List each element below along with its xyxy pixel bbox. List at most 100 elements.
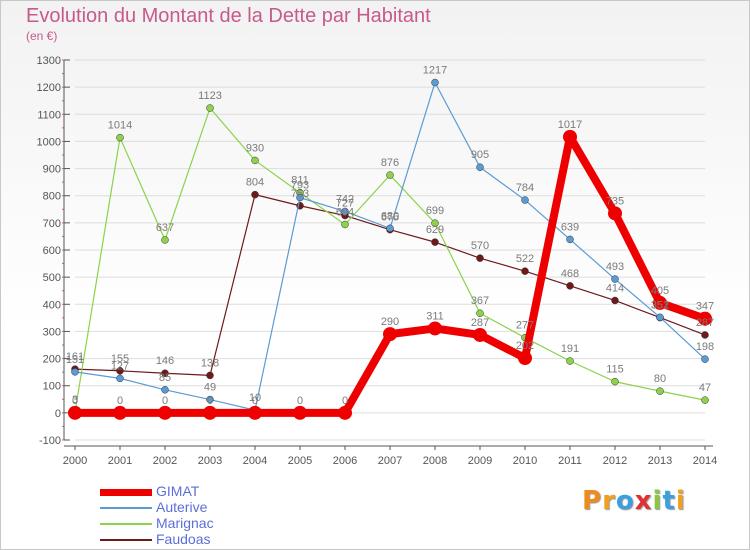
y-tick-label: 0 (55, 408, 61, 420)
data-label: 287 (471, 317, 489, 329)
y-tick-label: -100 (39, 435, 61, 447)
logo-letter: x (634, 486, 653, 516)
data-label: 680 (381, 210, 399, 222)
data-point (611, 377, 619, 386)
data-point (341, 220, 349, 229)
logo-letter: r (602, 486, 616, 516)
y-tick-label: 700 (43, 218, 61, 230)
data-label: 0 (297, 395, 303, 407)
data-point (701, 396, 709, 404)
data-point (68, 405, 82, 420)
y-tick-label: 1100 (37, 109, 61, 121)
data-point (656, 313, 664, 322)
y-tick-label: 300 (43, 326, 61, 338)
x-tick-label: 2009 (468, 455, 492, 467)
data-label: 629 (426, 224, 444, 236)
data-point (563, 129, 577, 144)
data-label: 570 (471, 240, 489, 252)
y-tick-label: 500 (43, 272, 61, 284)
data-label: 742 (336, 193, 354, 205)
data-label: 804 (246, 177, 264, 189)
data-label: 1217 (423, 65, 447, 77)
logo-letter: i (652, 486, 663, 516)
data-label: 49 (204, 382, 216, 394)
y-tick-label: 400 (43, 299, 61, 311)
data-point (251, 156, 259, 165)
data-label: 637 (156, 222, 174, 234)
data-point (521, 196, 529, 204)
data-point (161, 386, 169, 394)
data-label: 202 (516, 340, 534, 352)
data-point (566, 235, 574, 244)
data-label: 0 (117, 395, 123, 407)
data-point (206, 371, 214, 380)
data-point (161, 236, 169, 244)
data-point (476, 163, 484, 171)
data-label: 905 (471, 149, 489, 161)
data-label: 115 (606, 364, 624, 376)
data-label: 191 (561, 343, 579, 355)
data-label: 784 (516, 182, 534, 194)
data-label: 10 (249, 392, 261, 404)
data-point (206, 104, 214, 112)
data-point (113, 405, 127, 420)
data-label: 1123 (198, 90, 222, 102)
y-tick-label: 900 (43, 164, 61, 176)
data-point (251, 190, 259, 199)
data-label: 639 (561, 221, 579, 233)
x-tick-label: 2012 (603, 455, 627, 467)
logo-letter: P (582, 486, 603, 516)
data-label: 352 (651, 299, 669, 311)
data-label: 127 (111, 360, 129, 372)
data-label: 1017 (558, 119, 582, 131)
x-tick-label: 2014 (693, 455, 717, 467)
data-point (341, 207, 349, 216)
data-label: 930 (246, 142, 264, 154)
data-point (476, 309, 484, 317)
data-point (566, 357, 574, 365)
x-tick-label: 2013 (648, 455, 672, 467)
y-tick-label: 600 (43, 245, 61, 257)
data-label: 367 (471, 295, 489, 307)
data-label: 290 (381, 316, 399, 328)
legend-swatch (100, 507, 152, 509)
y-tick-label: 1200 (37, 82, 61, 94)
legend-label: Faudoas (156, 531, 211, 547)
legend-swatch (100, 488, 152, 496)
data-label: 146 (156, 355, 174, 367)
data-label: 694 (336, 206, 354, 218)
data-label: 347 (696, 301, 714, 313)
legend-label: GIMAT (156, 483, 200, 499)
data-point (71, 368, 79, 376)
y-tick-label: 100 (43, 381, 61, 393)
data-point (116, 133, 124, 142)
legend-swatch (100, 523, 152, 525)
data-point (653, 295, 667, 310)
data-point (383, 327, 397, 342)
x-tick-label: 2002 (153, 455, 177, 467)
data-label: 735 (606, 195, 624, 207)
data-label: 468 (561, 268, 579, 280)
x-tick-label: 2005 (288, 455, 312, 467)
chart-subtitle: (en €) (26, 29, 58, 43)
data-label: 311 (426, 310, 444, 322)
legend-label: Marignac (156, 515, 214, 531)
data-label: 763 (291, 188, 309, 200)
data-point (116, 367, 124, 375)
data-label: 198 (696, 341, 714, 353)
data-point (158, 405, 172, 420)
data-label: 0 (252, 395, 258, 407)
logo-letter: i (675, 486, 686, 516)
data-label: 351 (651, 300, 669, 312)
data-label: 277 (516, 320, 534, 332)
data-label: 138 (201, 357, 219, 369)
legend-label: Auterive (156, 499, 208, 515)
x-tick-label: 2006 (333, 455, 357, 467)
data-point (701, 331, 709, 339)
data-label: 0 (207, 395, 213, 407)
data-point (203, 405, 217, 420)
data-point (518, 351, 532, 366)
data-point (608, 206, 622, 221)
x-tick-label: 2010 (513, 455, 537, 467)
